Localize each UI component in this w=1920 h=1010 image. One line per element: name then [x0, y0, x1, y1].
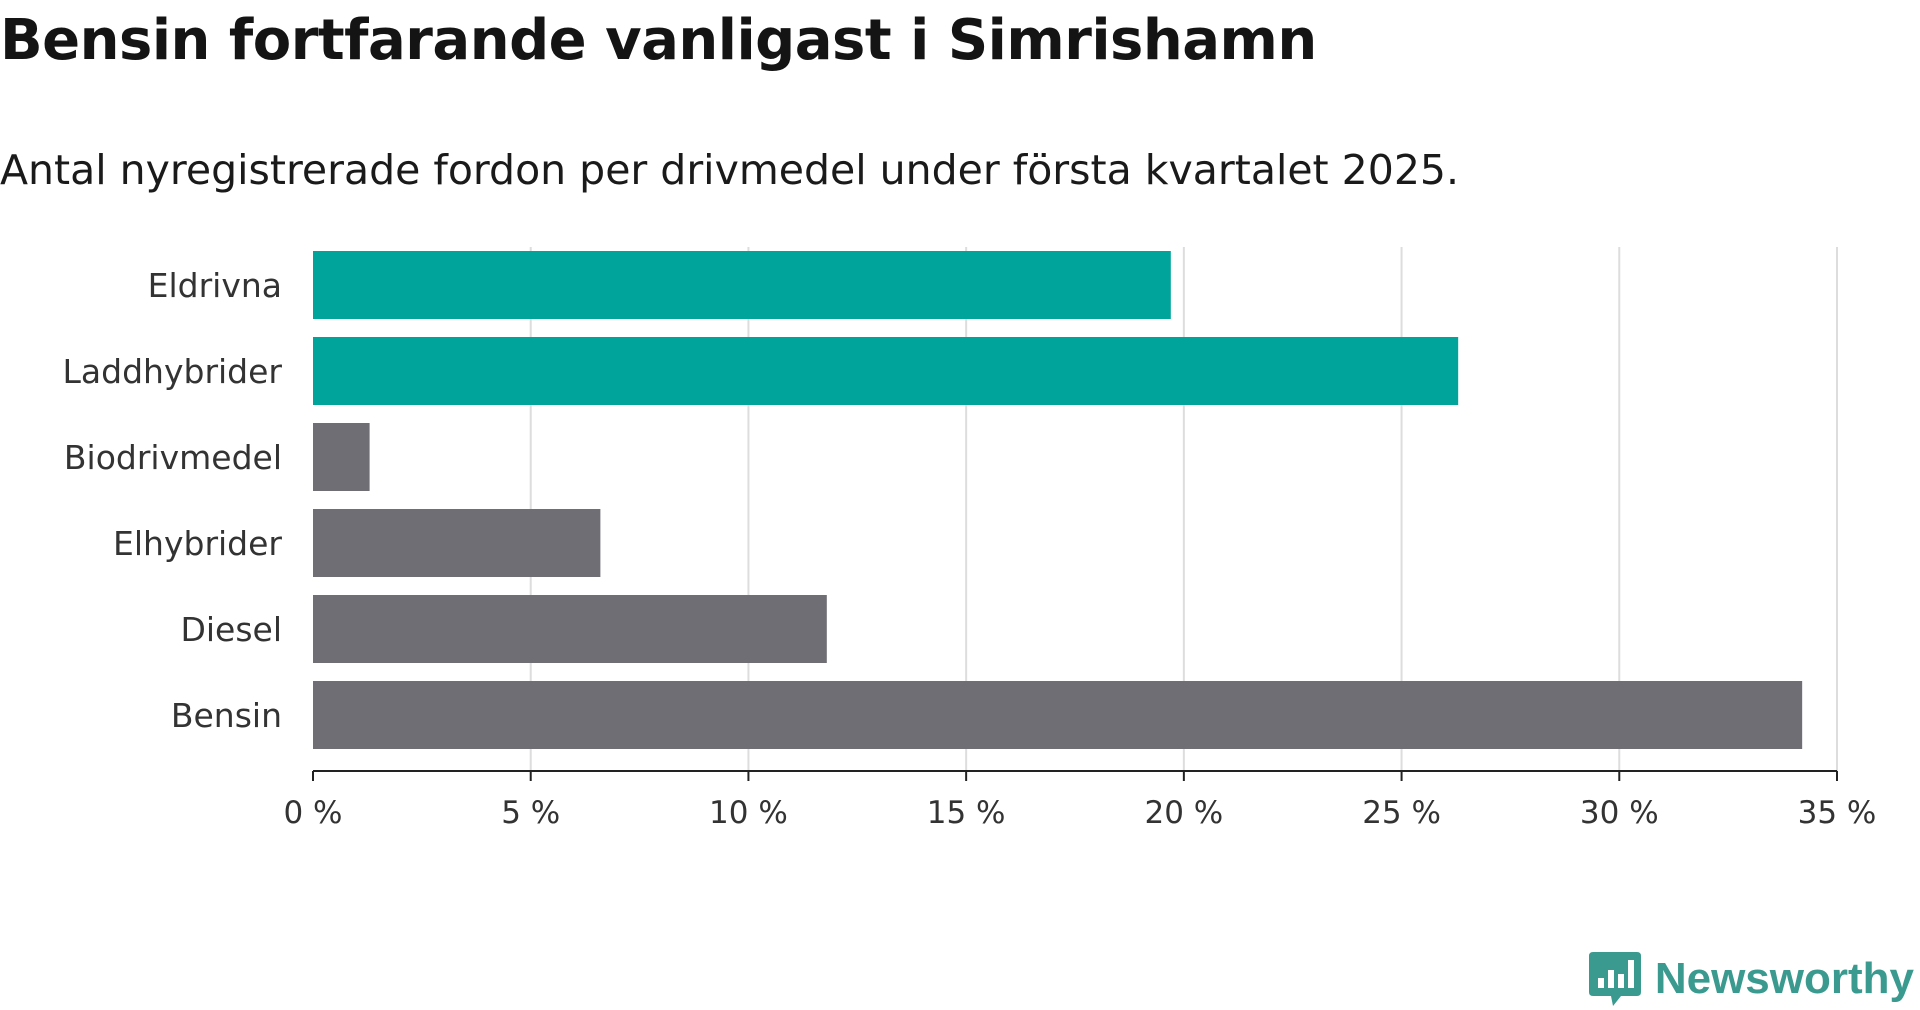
- category-label: Diesel: [180, 610, 282, 649]
- category-label: Bensin: [171, 696, 282, 735]
- bar-laddhybrider: [313, 337, 1459, 405]
- bar-eldrivna: [313, 251, 1171, 319]
- category-label: Eldrivna: [148, 266, 282, 305]
- x-tick-label: 10 %: [709, 795, 788, 831]
- bar-biodrivmedel: [313, 423, 370, 491]
- x-tick-label: 25 %: [1362, 795, 1441, 831]
- bars: [313, 251, 1803, 749]
- chart-title: Bensin fortfarande vanligast i Simrisham…: [0, 8, 1317, 73]
- brand-name: Newsworthy: [1654, 954, 1914, 1003]
- brand-logo: Newsworthy: [1587, 950, 1914, 1008]
- bar-elhybrider: [313, 509, 601, 577]
- category-label: Laddhybrider: [63, 352, 283, 391]
- x-tick-label: 35 %: [1798, 795, 1877, 831]
- x-tick-label: 30 %: [1580, 795, 1659, 831]
- chart-subtitle: Antal nyregistrerade fordon per drivmede…: [0, 146, 1460, 194]
- category-labels: Eldrivna Laddhybrider Biodrivmedel Elhybrid…: [63, 266, 283, 735]
- newsworthy-logo-icon: [1588, 952, 1641, 1006]
- x-tick-label: 20 %: [1144, 795, 1223, 831]
- bar-bensin: [313, 681, 1803, 749]
- bar-diesel: [313, 595, 827, 663]
- x-tick-label: 0 %: [283, 795, 342, 831]
- category-label: Biodrivmedel: [64, 438, 282, 477]
- x-tick-label: 5 %: [501, 795, 560, 831]
- x-tick-label: 15 %: [927, 795, 1006, 831]
- x-axis: 0 % 5 % 10 % 15 % 20 % 25 % 30 % 35 %: [283, 770, 1877, 831]
- category-label: Elhybrider: [113, 524, 282, 563]
